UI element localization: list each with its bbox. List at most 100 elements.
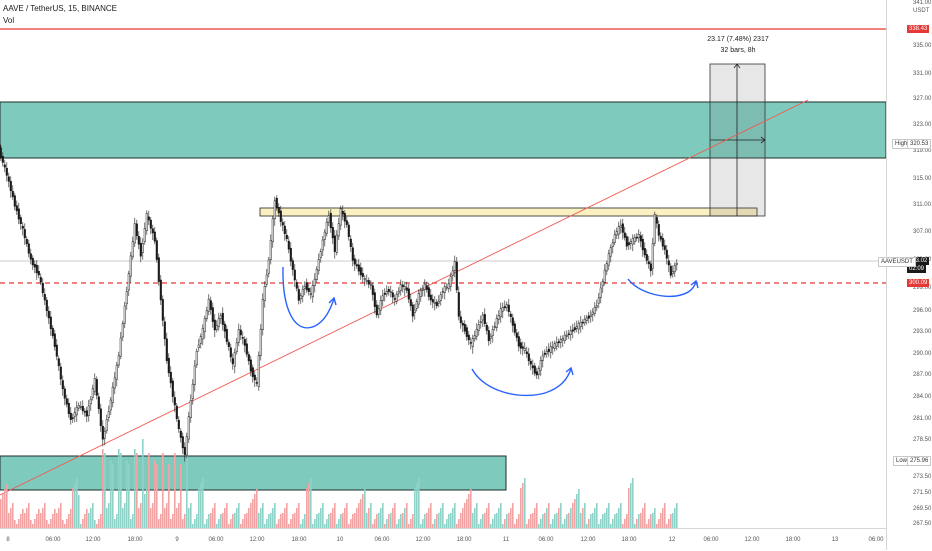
volume-bar (20, 514, 22, 528)
candle-body (473, 335, 476, 340)
volume-bar (258, 513, 260, 528)
volume-bar (482, 514, 484, 528)
volume-bar (424, 514, 426, 528)
candle-body (457, 292, 460, 317)
volume-bar (510, 508, 512, 528)
candle-body (621, 223, 624, 233)
volume-bar (216, 524, 218, 528)
price-tick-label: 273.50 (913, 474, 932, 480)
volume-bar (368, 508, 370, 528)
candle-body (589, 314, 592, 317)
candle-body (609, 247, 612, 257)
candle-body (601, 281, 604, 287)
candle-body (567, 333, 570, 336)
time-tick-label: 18:00 (456, 537, 472, 543)
volume-bar (292, 514, 294, 528)
candle-body (511, 317, 514, 326)
volume-bar (438, 513, 440, 528)
volume-bar (370, 503, 372, 528)
volume-bar (246, 513, 248, 528)
chart-area[interactable]: AAVE / TetherUS, 15, BINANCE Vol 23.17 (… (0, 0, 886, 528)
chart-canvas[interactable] (0, 0, 886, 528)
candle-body (487, 330, 490, 342)
volume-bar (46, 520, 48, 528)
volume-bar (0, 499, 2, 528)
price-tick-label: 293.00 (913, 329, 932, 335)
volume-bars (0, 439, 678, 528)
volume-bar (528, 519, 530, 528)
volume-bar (132, 514, 134, 528)
candle-body (243, 339, 246, 346)
trendline[interactable] (0, 99, 809, 496)
candle-body (97, 396, 100, 410)
candle-body (181, 436, 184, 449)
time-axis[interactable]: 8 06:00 12:00 18:00 9 06:00 12:00 18:00 10 06:00 1… (0, 528, 886, 551)
volume-bar (460, 513, 462, 528)
candle-body (347, 224, 350, 237)
curve-middle-rounded-bottom[interactable] (471, 368, 572, 397)
volume-bar (574, 499, 576, 528)
volume-bar (180, 464, 182, 528)
volume-bar (638, 514, 640, 528)
volume-bar (314, 519, 316, 528)
price-tick-label: 296.00 (913, 308, 932, 314)
candle-body (575, 326, 578, 329)
candle-body (559, 339, 562, 343)
volume-bar (522, 483, 524, 528)
candle-body (481, 314, 484, 321)
price-axis[interactable]: 341.00 USDT 335.00 331.00 327.00 323.00 319.… (886, 0, 932, 550)
volume-bar (538, 524, 540, 528)
candle-body (299, 295, 302, 300)
candle-body (29, 253, 32, 260)
candle-body (125, 291, 128, 305)
candle-body (89, 398, 92, 405)
candle-body (313, 278, 316, 286)
volume-bar (286, 503, 288, 528)
demand-zone[interactable] (0, 455, 507, 491)
candle-body (293, 269, 296, 281)
curve-right-rounded-bottom[interactable] (627, 278, 697, 298)
candle-body (393, 298, 396, 300)
volume-bar (296, 508, 298, 528)
candle-body (413, 309, 416, 313)
candle-body (463, 323, 466, 332)
volume-indicator-label[interactable]: Vol (3, 16, 15, 25)
candle-body (15, 205, 18, 212)
candle-body (571, 329, 574, 332)
supply-zone[interactable] (0, 101, 886, 159)
candle-body (383, 292, 386, 295)
volume-bar (454, 503, 456, 528)
candle-body (475, 328, 478, 337)
volume-bar (282, 513, 284, 528)
volume-bar (394, 503, 396, 528)
volume-bar (434, 519, 436, 528)
volume-bar (502, 524, 504, 528)
candle-body (521, 346, 524, 349)
resistance-band[interactable] (259, 207, 758, 217)
candle-body (523, 348, 526, 351)
volume-bar (478, 524, 480, 528)
time-tick-label: 06:00 (868, 537, 884, 543)
candle-body (163, 321, 166, 340)
volume-bar (68, 514, 70, 528)
volume-bar (498, 508, 500, 528)
symbol-title[interactable]: AAVE / TetherUS, 15, BINANCE (3, 4, 117, 13)
candle-body (145, 213, 148, 231)
time-tick-label: 12:00 (249, 537, 265, 543)
volume-bar (298, 503, 300, 528)
candle-body (599, 287, 602, 298)
candle-body (115, 364, 118, 380)
low-label: Low (896, 458, 908, 464)
candle-body (237, 329, 240, 343)
price-tick-label: 269.50 (913, 506, 932, 512)
curve-left-rounded-bottom[interactable] (282, 266, 335, 329)
candle-body (471, 338, 474, 348)
candle-body (441, 291, 444, 293)
volume-bar (452, 508, 454, 528)
volume-bar (600, 519, 602, 528)
volume-bar (94, 520, 96, 528)
candle-body (423, 283, 426, 290)
candle-body (415, 301, 418, 309)
measure-bars-text: 32 bars, 8h (720, 47, 756, 54)
volume-bar (38, 509, 40, 528)
